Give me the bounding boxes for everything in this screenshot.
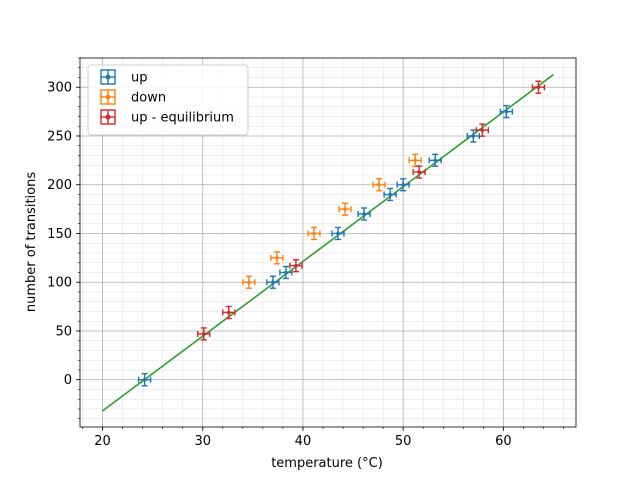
legend-frame: [87, 64, 249, 136]
y-axis-label: number of transitions: [24, 172, 39, 312]
x-axis-label: temperature (°C): [271, 456, 383, 471]
data-point-up: [466, 129, 480, 143]
legend-label: up: [131, 71, 148, 86]
legend: up down up - equilibrium: [87, 64, 249, 136]
y-tick-label: 0: [64, 373, 72, 388]
x-tick-label: 60: [495, 434, 512, 449]
data-point-down: [338, 202, 352, 216]
data-point-up-equilibrium: [475, 123, 490, 137]
legend-entry: down: [100, 89, 166, 106]
data-point-up: [383, 187, 397, 202]
data-point-up: [396, 178, 410, 192]
y-tick-label: 150: [47, 227, 72, 242]
plot-frame: [79, 57, 577, 428]
y-tick-label: 50: [55, 324, 72, 339]
data-point-up: [331, 226, 345, 241]
data-point-up-equilibrium: [222, 305, 236, 320]
x-tick-label: 40: [295, 434, 312, 449]
data-point-down: [408, 153, 422, 168]
x-tick-label: 30: [194, 434, 211, 449]
axis-ticks: 20 30 40 50 60 0 50 100 150 200 250 300: [47, 57, 564, 449]
y-tick-label: 200: [47, 178, 72, 193]
data-point-up-equilibrium: [289, 258, 303, 273]
data-point-down: [270, 251, 284, 265]
data-point-up: [357, 207, 371, 221]
y-tick-label: 100: [47, 276, 72, 291]
data-point-up: [279, 265, 293, 280]
legend-label: down: [131, 91, 166, 106]
data-point-up: [137, 373, 152, 387]
legend-label: up - equilibrium: [131, 111, 234, 126]
data-point-up-equilibrium: [412, 165, 426, 179]
data-point-up: [499, 104, 514, 119]
data-point-up: [428, 153, 442, 168]
data-point-up: [266, 275, 280, 289]
data-point-up-equilibrium: [197, 327, 211, 341]
data-point-down: [372, 178, 386, 192]
x-tick-label: 20: [94, 434, 111, 449]
legend-entry: up: [100, 69, 148, 86]
data-points-layer: [137, 80, 546, 387]
y-tick-label: 250: [47, 129, 72, 144]
data-point-down: [307, 226, 321, 241]
data-point-down: [242, 275, 256, 289]
legend-entry: up - equilibrium: [100, 109, 234, 126]
y-tick-label: 300: [47, 81, 72, 96]
data-point-up-equilibrium: [531, 80, 546, 94]
x-tick-label: 50: [395, 434, 412, 449]
